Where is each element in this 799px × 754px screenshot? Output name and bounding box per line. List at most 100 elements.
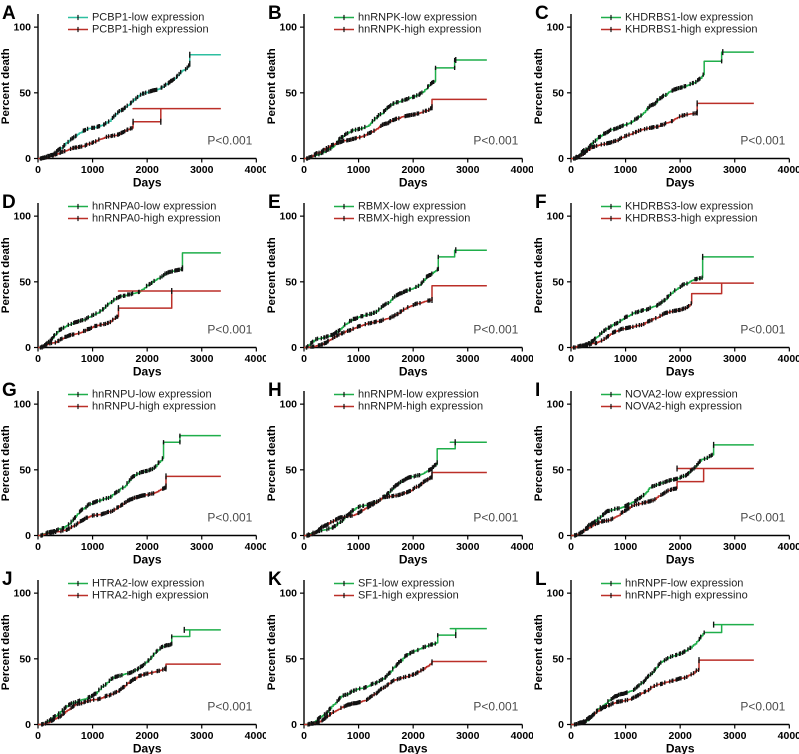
svg-text:1000: 1000 xyxy=(614,730,637,741)
svg-text:P<0.001: P<0.001 xyxy=(740,699,785,713)
svg-text:100: 100 xyxy=(546,211,564,222)
svg-text:Percent death: Percent death xyxy=(533,614,545,690)
svg-text:B: B xyxy=(268,3,282,24)
svg-text:hnRNPF-low expression: hnRNPF-low expression xyxy=(625,577,743,589)
svg-text:C: C xyxy=(535,3,549,24)
svg-text:Percent death: Percent death xyxy=(266,48,278,124)
svg-text:3000: 3000 xyxy=(190,165,213,176)
svg-text:Days: Days xyxy=(665,741,694,754)
svg-text:Days: Days xyxy=(399,175,428,188)
svg-text:Days: Days xyxy=(133,552,162,565)
svg-text:100: 100 xyxy=(13,211,31,222)
svg-text:0: 0 xyxy=(291,531,297,542)
svg-text:Days: Days xyxy=(399,552,428,565)
svg-text:50: 50 xyxy=(19,277,31,288)
svg-text:100: 100 xyxy=(546,23,564,34)
svg-text:Days: Days xyxy=(399,741,428,754)
svg-text:E: E xyxy=(268,192,281,213)
svg-text:3000: 3000 xyxy=(456,730,479,741)
svg-text:1000: 1000 xyxy=(347,730,370,741)
svg-text:NOVA2-low expression: NOVA2-low expression xyxy=(625,389,738,401)
svg-text:0: 0 xyxy=(25,531,31,542)
svg-text:hnRNPU-low expression: hnRNPU-low expression xyxy=(92,389,212,401)
svg-text:0: 0 xyxy=(291,719,297,730)
svg-text:P<0.001: P<0.001 xyxy=(474,699,519,713)
svg-text:SF1-low expression: SF1-low expression xyxy=(358,577,454,589)
svg-text:4000: 4000 xyxy=(511,353,533,364)
svg-text:KHDRBS3-low expression: KHDRBS3-low expression xyxy=(625,200,753,212)
svg-text:2000: 2000 xyxy=(402,542,425,553)
svg-text:hnRNPK-low expression: hnRNPK-low expression xyxy=(358,12,477,24)
svg-text:0: 0 xyxy=(568,353,574,364)
svg-text:0: 0 xyxy=(291,154,297,165)
svg-text:A: A xyxy=(2,3,16,24)
svg-text:Percent death: Percent death xyxy=(266,237,278,313)
svg-text:50: 50 xyxy=(552,465,564,476)
svg-text:2000: 2000 xyxy=(668,165,691,176)
svg-text:P<0.001: P<0.001 xyxy=(474,322,519,336)
svg-text:J: J xyxy=(2,569,13,590)
svg-text:Percent death: Percent death xyxy=(0,614,12,690)
svg-text:0: 0 xyxy=(558,719,564,730)
svg-text:4000: 4000 xyxy=(245,165,267,176)
svg-text:0: 0 xyxy=(558,531,564,542)
svg-text:50: 50 xyxy=(19,654,31,665)
svg-text:100: 100 xyxy=(546,588,564,599)
svg-text:Percent death: Percent death xyxy=(266,614,278,690)
svg-text:1000: 1000 xyxy=(347,353,370,364)
svg-text:3000: 3000 xyxy=(723,353,746,364)
svg-text:1000: 1000 xyxy=(614,353,637,364)
svg-text:0: 0 xyxy=(301,730,307,741)
svg-text:Days: Days xyxy=(399,364,428,377)
svg-text:4000: 4000 xyxy=(245,542,267,553)
svg-text:2000: 2000 xyxy=(668,353,691,364)
svg-text:Percent death: Percent death xyxy=(533,48,545,124)
svg-text:3000: 3000 xyxy=(723,730,746,741)
svg-text:50: 50 xyxy=(19,465,31,476)
svg-text:2000: 2000 xyxy=(668,542,691,553)
svg-text:100: 100 xyxy=(280,588,298,599)
svg-text:I: I xyxy=(535,380,540,401)
svg-text:P<0.001: P<0.001 xyxy=(207,133,252,147)
svg-text:3000: 3000 xyxy=(456,353,479,364)
svg-text:Days: Days xyxy=(133,364,162,377)
svg-text:4000: 4000 xyxy=(511,165,533,176)
svg-text:50: 50 xyxy=(286,277,298,288)
svg-text:D: D xyxy=(2,192,16,213)
svg-text:SF1-high expression: SF1-high expression xyxy=(358,589,459,601)
svg-text:0: 0 xyxy=(558,342,564,353)
svg-text:0: 0 xyxy=(35,165,41,176)
svg-text:P<0.001: P<0.001 xyxy=(474,510,519,524)
svg-text:KHDRBS1-low expression: KHDRBS1-low expression xyxy=(625,12,753,24)
svg-text:Days: Days xyxy=(665,552,694,565)
svg-text:100: 100 xyxy=(280,23,298,34)
svg-text:1000: 1000 xyxy=(81,730,104,741)
svg-text:0: 0 xyxy=(558,154,564,165)
svg-text:100: 100 xyxy=(546,400,564,411)
svg-text:4000: 4000 xyxy=(777,730,799,741)
svg-text:HTRA2-high expression: HTRA2-high expression xyxy=(92,589,209,601)
svg-text:100: 100 xyxy=(13,588,31,599)
svg-text:4000: 4000 xyxy=(245,730,267,741)
svg-text:100: 100 xyxy=(13,400,31,411)
svg-text:P<0.001: P<0.001 xyxy=(474,133,519,147)
svg-text:4000: 4000 xyxy=(777,353,799,364)
svg-text:2000: 2000 xyxy=(135,730,158,741)
svg-text:50: 50 xyxy=(19,88,31,99)
svg-text:2000: 2000 xyxy=(135,542,158,553)
svg-text:50: 50 xyxy=(552,277,564,288)
svg-text:1000: 1000 xyxy=(81,542,104,553)
svg-text:2000: 2000 xyxy=(402,730,425,741)
svg-text:Percent death: Percent death xyxy=(533,237,545,313)
svg-text:0: 0 xyxy=(291,342,297,353)
svg-text:3000: 3000 xyxy=(456,542,479,553)
svg-text:0: 0 xyxy=(568,165,574,176)
svg-text:3000: 3000 xyxy=(190,542,213,553)
svg-text:50: 50 xyxy=(286,465,298,476)
svg-text:0: 0 xyxy=(568,542,574,553)
svg-text:4000: 4000 xyxy=(245,353,267,364)
svg-text:2000: 2000 xyxy=(135,353,158,364)
svg-text:4000: 4000 xyxy=(777,542,799,553)
svg-text:4000: 4000 xyxy=(511,730,533,741)
svg-text:50: 50 xyxy=(286,654,298,665)
